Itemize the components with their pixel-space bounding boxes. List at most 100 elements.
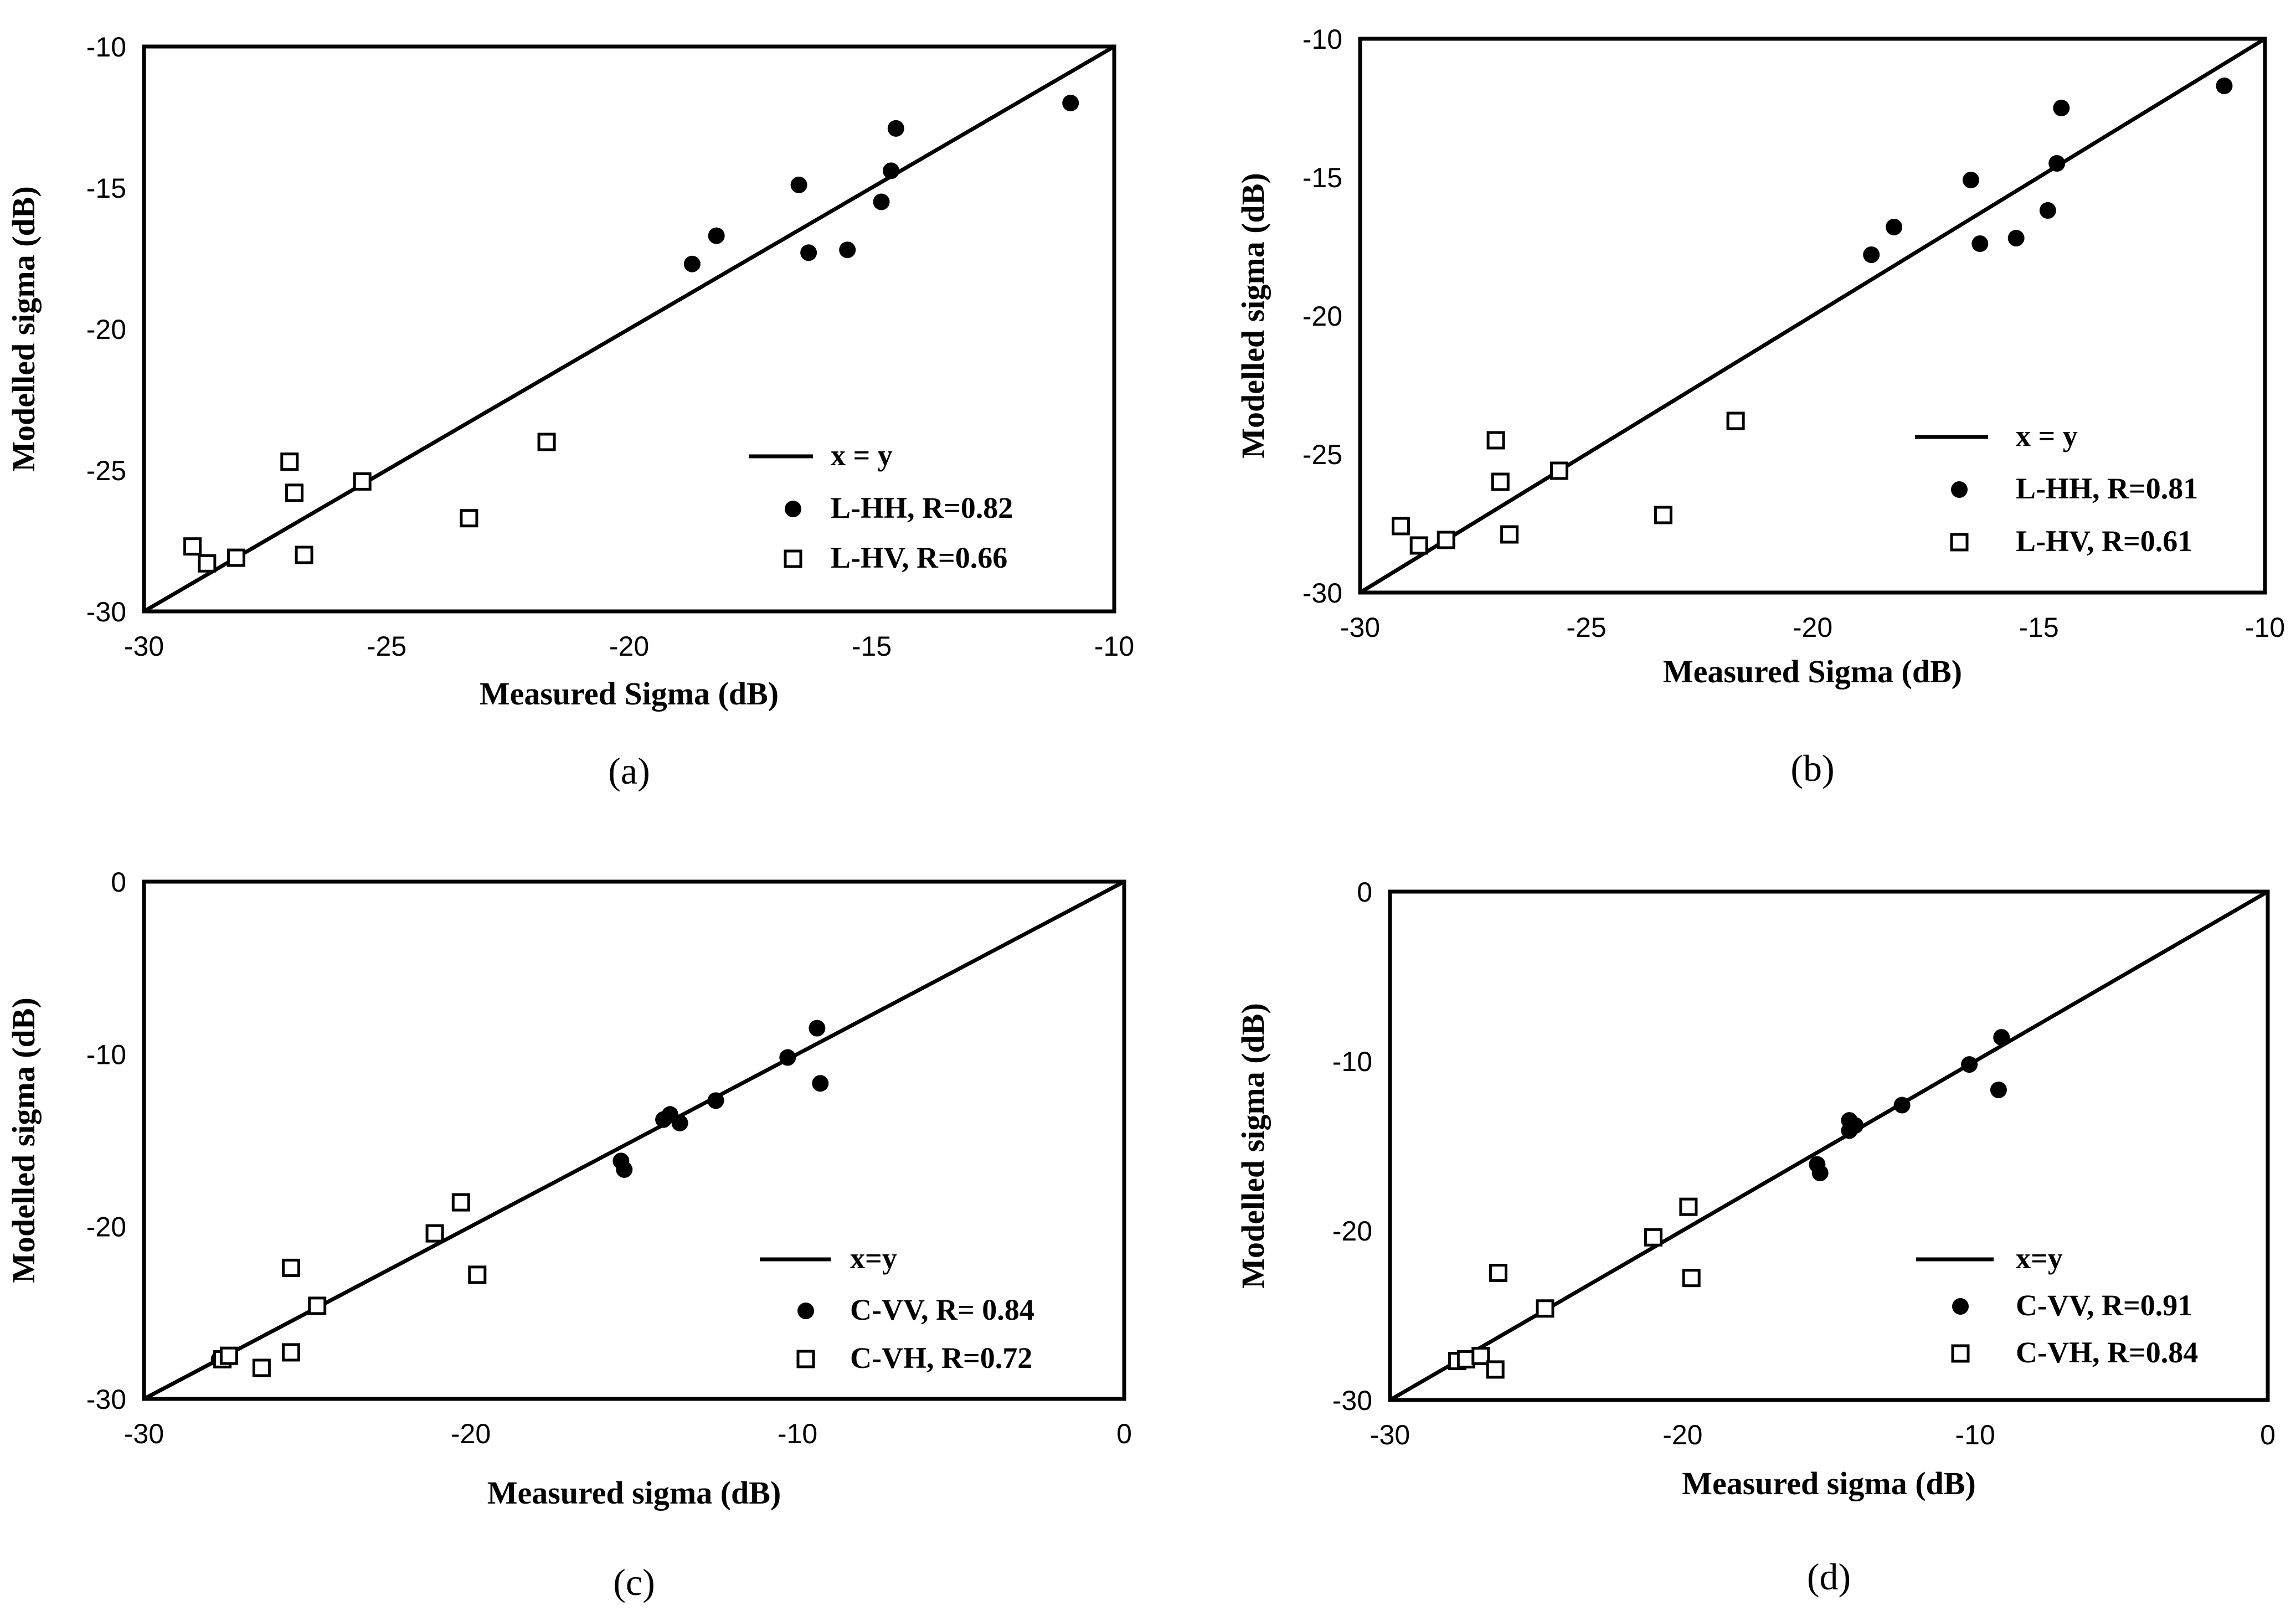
x-tick-label: 0 bbox=[1116, 1418, 1132, 1449]
data-point-square bbox=[1471, 1346, 1490, 1365]
x-tick-label: -30 bbox=[1340, 612, 1380, 643]
data-point-circle bbox=[800, 244, 817, 261]
y-tick-label: 0 bbox=[111, 867, 126, 898]
data-point-circle bbox=[1893, 1097, 1911, 1114]
data-point-circle bbox=[1886, 219, 1903, 235]
data-point-circle bbox=[2048, 155, 2066, 172]
reference-line-x-equals-y bbox=[1389, 889, 2269, 1402]
x-axis-title: Measured sigma (dB) bbox=[487, 1475, 781, 1511]
data-point-circle bbox=[887, 120, 904, 137]
data-point-circle bbox=[2216, 78, 2233, 94]
data-point-square bbox=[353, 472, 372, 491]
legend-marker-circle bbox=[785, 501, 801, 517]
data-point-square bbox=[198, 554, 217, 573]
data-point-square bbox=[1682, 1269, 1701, 1288]
data-point-square bbox=[282, 1258, 300, 1277]
plot-frame bbox=[1388, 889, 2270, 1402]
y-axis-title: Modelled sigma (dB) bbox=[1235, 173, 1271, 459]
data-point-square bbox=[1456, 1350, 1475, 1369]
data-point-square bbox=[252, 1358, 271, 1377]
data-point-square bbox=[1392, 517, 1410, 536]
data-point-square bbox=[1437, 531, 1455, 549]
plot-frame bbox=[142, 44, 1116, 614]
data-point-circle bbox=[1811, 1164, 1829, 1181]
x-tick-label: -10 bbox=[1955, 1419, 1995, 1450]
legend-label-reference: x=y bbox=[2016, 1242, 2063, 1275]
panel-label: (c) bbox=[613, 1561, 655, 1603]
legend-label-series-1: L-HH, R=0.81 bbox=[2016, 472, 2198, 505]
data-point-square bbox=[460, 509, 478, 528]
data-point-circle bbox=[708, 227, 725, 244]
data-point-square bbox=[1500, 525, 1519, 544]
y-axis-title: Modelled sigma (dB) bbox=[6, 997, 42, 1283]
y-tick-label: -15 bbox=[1303, 162, 1342, 193]
data-point-square bbox=[468, 1265, 487, 1284]
chart-panel-1: -30 -25 -20 -15 -10 -30 -25 -20 -15 -10 Measured S… bbox=[6, 32, 1134, 792]
data-point-circle bbox=[671, 1114, 688, 1131]
y-tick-label: -10 bbox=[86, 1039, 126, 1070]
legend-marker-circle bbox=[1951, 481, 1968, 498]
legend-label-series-2: C-VH, R=0.72 bbox=[850, 1341, 1032, 1375]
legend-label-reference: x = y bbox=[831, 439, 893, 472]
data-point-circle bbox=[2007, 230, 2025, 246]
plot-frame bbox=[142, 879, 1126, 1401]
data-point-square bbox=[280, 452, 299, 471]
reference-line-x-equals-y bbox=[143, 879, 1125, 1401]
legend-marker-circle bbox=[1952, 1298, 1969, 1315]
reference-line-x-equals-y bbox=[143, 44, 1115, 614]
data-point-square bbox=[1644, 1228, 1662, 1247]
data-point-square bbox=[537, 433, 556, 451]
y-tick-label: -20 bbox=[1303, 301, 1342, 332]
data-point-circle bbox=[839, 241, 856, 259]
legend-label-series-1: L-HH, R=0.82 bbox=[831, 491, 1013, 524]
x-tick-label: -10 bbox=[778, 1418, 817, 1449]
data-point-circle bbox=[1971, 235, 1989, 252]
data-point-square bbox=[282, 1343, 300, 1362]
y-tick-label: -20 bbox=[1332, 1216, 1372, 1247]
data-point-circle bbox=[2053, 100, 2070, 116]
data-point-square bbox=[1409, 536, 1428, 555]
data-point-square bbox=[1486, 431, 1505, 450]
data-point-square bbox=[451, 1193, 470, 1212]
data-point-circle bbox=[883, 162, 900, 179]
data-point-square bbox=[1549, 461, 1568, 480]
data-point-circle bbox=[1993, 1029, 2010, 1046]
y-tick-label: -30 bbox=[86, 1384, 126, 1415]
y-tick-label: -20 bbox=[86, 314, 126, 345]
x-tick-label: -30 bbox=[124, 1418, 164, 1449]
data-point-circle bbox=[1062, 95, 1079, 111]
y-tick-label: -25 bbox=[1303, 439, 1342, 470]
data-point-circle bbox=[809, 1020, 826, 1037]
legend-marker-square bbox=[1950, 533, 1969, 552]
y-tick-label: -20 bbox=[86, 1212, 126, 1243]
data-point-circle bbox=[707, 1092, 724, 1109]
data-point-circle bbox=[779, 1049, 796, 1066]
y-tick-label: -10 bbox=[1303, 24, 1342, 55]
x-tick-label: -20 bbox=[1662, 1419, 1702, 1450]
x-tick-label: -20 bbox=[609, 631, 649, 662]
chart-panel-2: -30 -25 -20 -15 -10 -30 -25 -20 -15 -10 Measured S… bbox=[1235, 24, 2285, 789]
data-point-square bbox=[1491, 472, 1510, 491]
x-tick-label: -20 bbox=[451, 1418, 491, 1449]
data-point-circle bbox=[1962, 172, 1979, 188]
data-point-circle bbox=[812, 1075, 829, 1092]
x-tick-label: -10 bbox=[2245, 612, 2285, 643]
y-axis-title: Modelled sigma (dB) bbox=[1235, 1003, 1271, 1289]
x-tick-label: 0 bbox=[2260, 1419, 2276, 1450]
x-tick-label: -30 bbox=[124, 631, 164, 662]
chart-panel-3: -30 -20 -10 0 -30 -20 -10 0 Measured sigma (dB) M… bbox=[6, 867, 1132, 1603]
data-point-circle bbox=[1863, 246, 1880, 263]
chart-panel-4: -30 -20 -10 0 -30 -20 -10 0 Measured sigma (dB) M… bbox=[1235, 877, 2276, 1598]
legend-label-series-1: C-VV, R= 0.84 bbox=[850, 1293, 1034, 1326]
legend-label-series-2: L-HV, R=0.66 bbox=[831, 541, 1007, 574]
data-point-square bbox=[295, 545, 313, 564]
data-point-circle bbox=[2039, 202, 2056, 219]
x-axis-title: Measured sigma (dB) bbox=[1682, 1465, 1976, 1501]
data-point-square bbox=[308, 1296, 327, 1315]
legend-marker-square bbox=[796, 1350, 815, 1368]
x-tick-label: -15 bbox=[852, 631, 892, 662]
y-tick-label: -30 bbox=[1332, 1385, 1372, 1416]
data-point-circle bbox=[1990, 1082, 2007, 1099]
x-tick-label: -25 bbox=[1566, 612, 1606, 643]
legend-label-reference: x=y bbox=[850, 1242, 897, 1275]
